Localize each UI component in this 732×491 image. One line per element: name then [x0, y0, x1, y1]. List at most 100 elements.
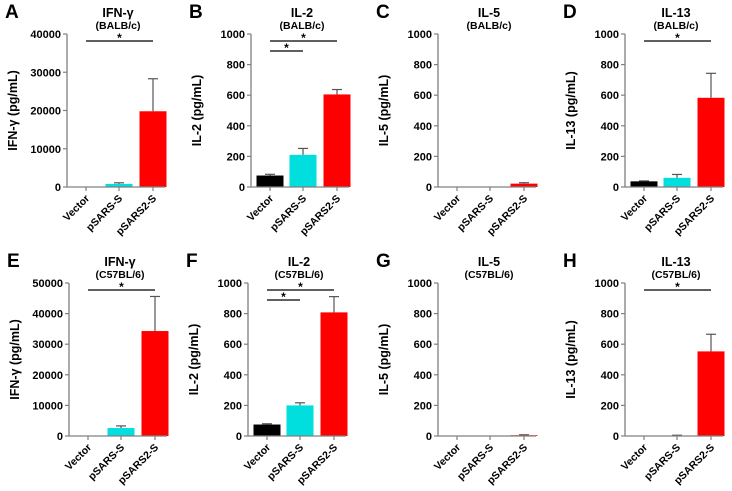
y-axis-label: IL-13 (pg/mL): [564, 320, 578, 398]
x-tick-label: Vector: [432, 442, 463, 473]
y-tick-label: 400: [224, 370, 242, 382]
y-axis-label: IL-5 (pg/mL): [377, 324, 391, 396]
panel-letter: G: [376, 251, 391, 272]
y-axis-label: IL-2 (pg/mL): [190, 75, 204, 147]
x-tick-label: Vector: [619, 442, 650, 473]
y-tick-label: 10000: [30, 144, 61, 156]
y-tick-label: 40000: [30, 29, 61, 41]
panel-d: D IL-13(BALB/c)IL-13 (pg/mL)VectorpSARS-S…: [563, 2, 725, 238]
y-tick-label: 10000: [32, 400, 63, 412]
y-tick-label: 0: [239, 182, 245, 194]
y-tick-label: 400: [227, 121, 245, 133]
panel-subtitle: (BALB/c): [467, 20, 512, 32]
y-tick-label: 800: [414, 309, 432, 321]
panel-title: IL-2: [291, 6, 313, 20]
y-tick-label: 400: [414, 370, 432, 382]
panel-subtitle: (C57BL/6): [651, 269, 700, 281]
bar-psars-s: [286, 405, 314, 436]
bar-psars-s: [289, 154, 317, 187]
y-tick-label: 30000: [30, 67, 61, 79]
significance-star: *: [675, 31, 680, 45]
y-tick-label: 0: [57, 431, 63, 443]
y-tick-label: 400: [414, 121, 432, 133]
panel-title: IL-5: [478, 6, 500, 20]
y-tick-label: 1000: [595, 278, 619, 290]
bar-vector: [253, 424, 281, 436]
y-tick-label: 600: [224, 339, 242, 351]
panel-e: E IFN-γ(C57BL/6)IFN-γ (pg/mL)VectorpSARS-…: [7, 251, 169, 487]
panel-a: A IFN-γ(BALB/c)IFN-γ (pg/mL)VectorpSARS-S…: [5, 2, 167, 238]
bar-psars-s: [107, 428, 135, 436]
y-tick-label: 800: [224, 309, 242, 321]
bar-vector: [256, 175, 284, 187]
panel-title: IFN-γ: [102, 6, 133, 20]
y-tick-label: 0: [613, 431, 619, 443]
panel-title: IL-13: [661, 255, 690, 269]
y-tick-label: 1000: [221, 29, 245, 41]
y-tick-label: 1000: [218, 278, 242, 290]
panel-subtitle: (BALB/c): [96, 20, 141, 32]
bar-vector: [630, 181, 658, 187]
panel-subtitle: (C57BL/6): [274, 269, 323, 281]
y-axis-label: IL-13 (pg/mL): [564, 71, 578, 149]
y-tick-label: 20000: [30, 106, 61, 118]
y-tick-label: 40000: [32, 309, 63, 321]
x-tick-label: Vector: [432, 193, 463, 224]
y-tick-label: 600: [601, 90, 619, 102]
y-tick-label: 0: [236, 431, 242, 443]
panel-subtitle: (BALB/c): [280, 20, 325, 32]
y-tick-label: 800: [414, 60, 432, 72]
y-tick-label: 800: [227, 60, 245, 72]
bar-psars2-s: [697, 351, 725, 436]
bar-psars-s: [663, 177, 691, 187]
panel-title: IFN-γ: [104, 255, 135, 269]
y-tick-label: 600: [414, 339, 432, 351]
bar-psars2-s: [139, 111, 167, 187]
bar-psars2-s: [320, 312, 348, 436]
y-tick-label: 0: [55, 182, 61, 194]
panel-c: C IL-5(BALB/c)IL-5 (pg/mL)VectorpSARS-SpS…: [376, 2, 538, 238]
panel-title: IL-13: [661, 6, 690, 20]
bar-psars2-s: [141, 331, 169, 436]
significance-star: *: [281, 290, 286, 304]
x-tick-label: Vector: [61, 193, 92, 224]
x-tick-label: Vector: [245, 193, 276, 224]
panel-g: G IL-5(C57BL/6)IL-5 (pg/mL)VectorpSARS-Sp…: [376, 251, 538, 487]
panel-letter: B: [189, 2, 203, 23]
x-tick-label: Vector: [619, 193, 650, 224]
y-axis-label: IFN-γ (pg/mL): [8, 319, 22, 400]
panel-letter: H: [563, 251, 577, 272]
y-tick-label: 1000: [408, 278, 432, 290]
y-tick-label: 400: [601, 370, 619, 382]
panel-h: H IL-13(C57BL/6)IL-13 (pg/mL)VectorpSARS-…: [563, 251, 725, 487]
y-tick-label: 600: [227, 90, 245, 102]
significance-star: *: [298, 280, 303, 294]
panel-subtitle: (BALB/c): [654, 20, 699, 32]
panel-subtitle: (C57BL/6): [95, 269, 144, 281]
x-tick-label: Vector: [242, 442, 273, 473]
bar-psars-s: [105, 183, 133, 187]
panel-subtitle: (C57BL/6): [464, 269, 513, 281]
y-tick-label: 600: [601, 339, 619, 351]
bar-psars2-s: [510, 183, 538, 187]
y-tick-label: 200: [414, 400, 432, 412]
y-tick-label: 800: [601, 60, 619, 72]
significance-star: *: [301, 31, 306, 45]
y-tick-label: 0: [426, 431, 432, 443]
y-tick-label: 0: [613, 182, 619, 194]
y-tick-label: 200: [227, 151, 245, 163]
y-tick-label: 200: [601, 400, 619, 412]
panel-f: F IL-2(C57BL/6)IL-2 (pg/mL)VectorpSARS-Sp…: [186, 251, 348, 487]
y-tick-label: 1000: [595, 29, 619, 41]
panel-title: IL-5: [478, 255, 500, 269]
panel-title: IL-2: [288, 255, 310, 269]
significance-star: *: [117, 31, 122, 45]
y-tick-label: 200: [224, 400, 242, 412]
y-tick-label: 30000: [32, 339, 63, 351]
y-tick-label: 200: [414, 151, 432, 163]
panel-letter: E: [7, 251, 20, 272]
significance-star: *: [284, 41, 289, 55]
y-tick-label: 200: [601, 151, 619, 163]
y-tick-label: 0: [426, 182, 432, 194]
